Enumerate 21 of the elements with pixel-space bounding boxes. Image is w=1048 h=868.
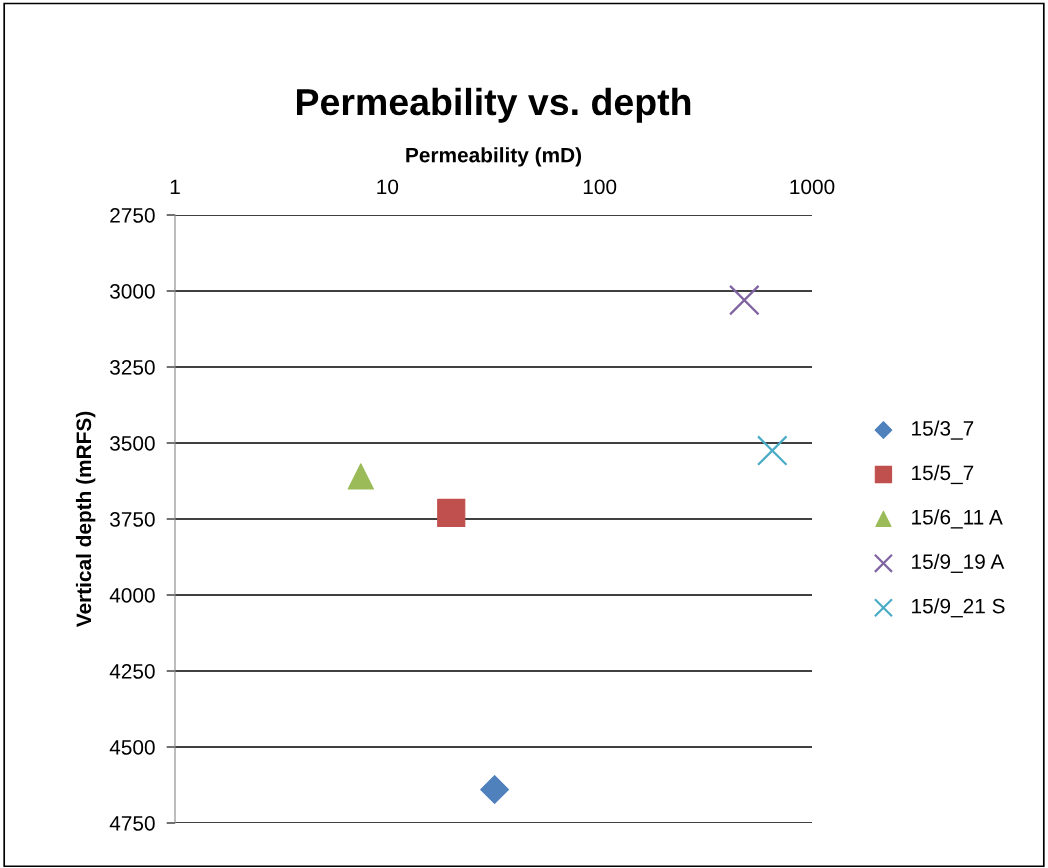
chart-title: Permeability vs. depth [296, 87, 691, 123]
y-tick-label: 4500 [109, 740, 155, 755]
legend-label: 15/3_7 [912, 420, 974, 440]
y-tick-label: 3250 [110, 360, 155, 375]
y-tick-label: 3000 [110, 284, 155, 299]
y-tick-label: 4250 [109, 664, 155, 679]
legend-label: 15/6_11 A [912, 509, 1003, 529]
x-tick-label: 10 [377, 179, 399, 195]
y-tick-label: 3750 [110, 512, 155, 527]
y-tick-label: 4750 [109, 816, 155, 831]
x-tick-label: 100 [583, 179, 617, 195]
y-axis-title: Vertical depth (mRFS) [75, 411, 96, 628]
x-tick-label: 1000 [790, 179, 835, 195]
y-tick-label: 2750 [110, 208, 155, 223]
y-tick-label: 3500 [110, 436, 155, 451]
x-axis-title: Permeability (mD) [406, 147, 582, 167]
x-tick-label: 1 [170, 179, 180, 195]
legend-label: 15/9_21 S [912, 598, 1005, 618]
y-tick-label: 4000 [109, 588, 155, 603]
legend-label: 15/9_19 A [912, 553, 1005, 573]
legend-label: 15/5_7 [912, 464, 974, 485]
